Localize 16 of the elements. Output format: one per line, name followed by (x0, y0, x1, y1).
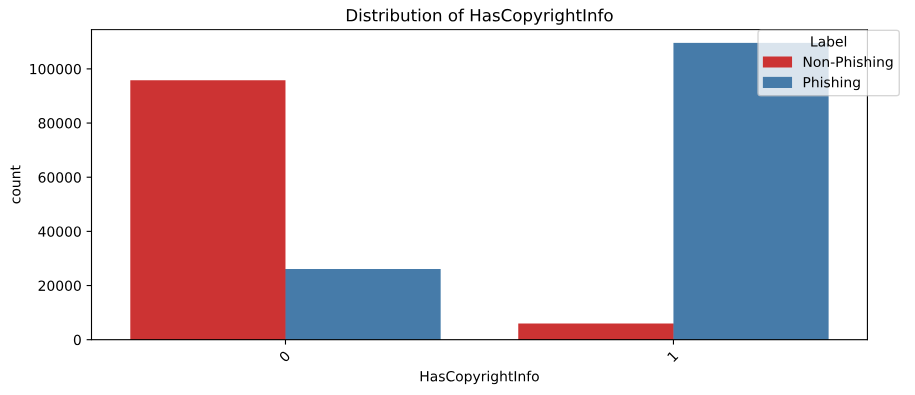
legend-label: Non-Phishing (804, 56, 892, 70)
y-tick-label: 60000 (38, 172, 81, 183)
y-tick-label: 80000 (38, 118, 81, 129)
chart-title: Distribution of HasCopyrightInfo (346, 8, 613, 25)
x-tick-label: 1 (666, 350, 678, 362)
bar (518, 323, 674, 340)
y-tick-label: 100000 (30, 64, 81, 74)
legend-label: Phishing (804, 76, 860, 90)
y-tick-label: 0 (74, 334, 81, 346)
x-axis-title: HasCopyrightInfo (420, 370, 539, 384)
legend-title: Label (811, 36, 846, 47)
bar (130, 80, 286, 340)
y-tick-label: 20000 (38, 280, 81, 292)
y-tick-label: 40000 (38, 226, 81, 237)
bar (285, 269, 441, 340)
y-axis-title: count (10, 165, 21, 204)
